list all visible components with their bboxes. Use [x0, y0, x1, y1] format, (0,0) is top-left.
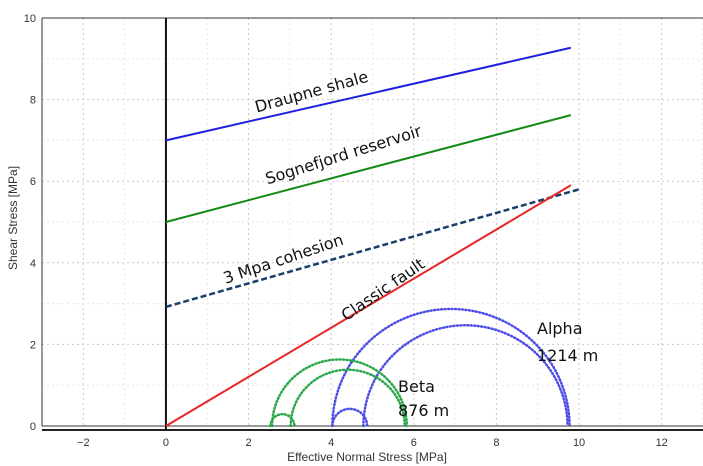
- mohr-circles: [269, 307, 571, 428]
- x-axis-title: Effective Normal Stress [MPa]: [287, 450, 447, 464]
- mohr-circle-alpha: [331, 407, 369, 428]
- y-tick-label: 8: [30, 95, 36, 107]
- mohr-circle-beta: [269, 412, 296, 428]
- series-line-classic: [165, 184, 572, 427]
- y-tick-label: 0: [30, 421, 36, 433]
- annotation-alpha-name: Alpha: [537, 319, 583, 338]
- mohr-circle-beta: [289, 368, 406, 428]
- series-line-sognefjord: [165, 114, 572, 223]
- annotation-beta-depth: 876 m: [398, 401, 449, 420]
- tick-labels: −2 0 2 4 6 8 10 12 0 2 4 6 8 10: [24, 13, 668, 449]
- mohr-circle-beta: [270, 358, 409, 428]
- mohr-circle-alpha: [331, 307, 571, 428]
- x-tick-label: 2: [246, 437, 252, 449]
- y-tick-label: 6: [30, 176, 36, 188]
- x-tick-label: 8: [493, 437, 499, 449]
- plot-frame: [41, 17, 703, 431]
- series-line-draupne: [165, 46, 572, 142]
- series-label-sognefjord: Sognefjord reservoir: [263, 121, 424, 188]
- series-label-draupne: Draupne shale: [253, 67, 370, 116]
- annotation-beta-name: Beta: [398, 377, 435, 396]
- x-tick-label: 12: [656, 437, 668, 449]
- x-tick-label: 0: [163, 437, 169, 449]
- annotation-alpha-depth: 1214 m: [537, 346, 598, 365]
- y-axis-title: Shear Stress [MPa]: [6, 166, 20, 270]
- x-tick-label: 10: [573, 437, 585, 449]
- failure-envelopes: [165, 46, 580, 427]
- x-tick-label: −2: [77, 437, 90, 449]
- x-tick-label: 6: [411, 437, 417, 449]
- series-label-cohesion: 3 Mpa cohesion: [221, 230, 346, 288]
- y-tick-label: 4: [30, 258, 36, 270]
- grid: [41, 17, 703, 427]
- y-tick-label: 10: [24, 13, 36, 25]
- y-tick-label: 2: [30, 339, 36, 351]
- x-tick-label: 4: [328, 437, 334, 449]
- mohr-circle-alpha: [362, 324, 569, 428]
